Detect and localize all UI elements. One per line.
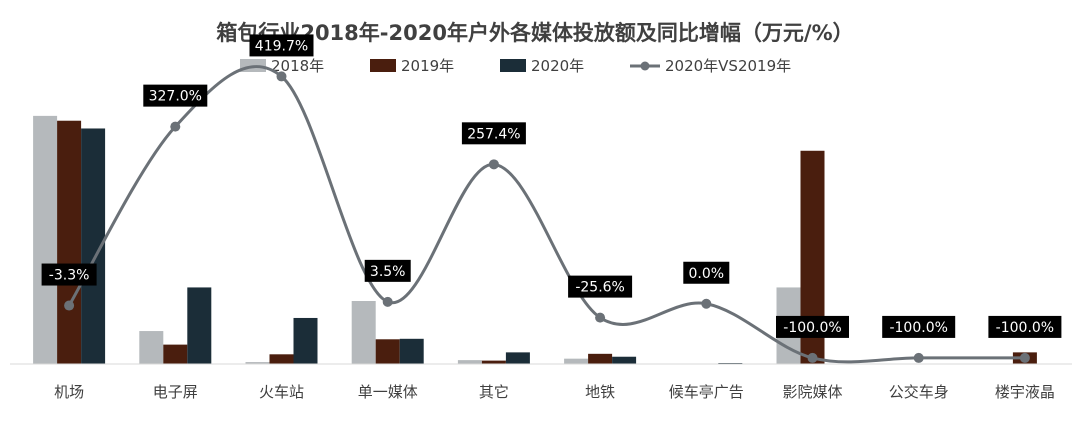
growth-label-box-5: [461, 122, 526, 145]
x-tick-label-10: 楼宇液晶: [995, 383, 1055, 401]
x-tick-label-4: 单一媒体: [358, 383, 418, 401]
x-tick-label-7: 候车亭广告: [669, 383, 744, 401]
growth-data-label-8: -100.0%: [783, 320, 841, 336]
bar-3-series-3: [293, 317, 318, 364]
growth-point-8: [807, 352, 818, 363]
legend-label-2: 2019年: [401, 57, 454, 75]
growth-label-box-9: [882, 315, 956, 338]
bar-2-series-2: [163, 344, 188, 364]
growth-label-box-8: [776, 315, 849, 338]
growth-line: [67, 65, 1025, 364]
x-tick-labels: 机场 电子屏 火车站 单一媒体 其它 地铁 候车亭广告 影院媒体 公交车身 楼宇液晶: [54, 383, 1055, 401]
growth-point-5: [488, 159, 499, 170]
x-tick-label-5: 其它: [479, 383, 509, 401]
bar-3-series-1: [245, 362, 270, 364]
growth-label-box-10: [988, 315, 1062, 338]
bar-4-series-2: [375, 339, 400, 364]
growth-point-10: [1019, 352, 1030, 363]
growth-label-box-7: [683, 261, 730, 284]
x-tick-label-1: 机场: [54, 383, 84, 401]
bar-2-series-3: [187, 287, 212, 364]
growth-point-7: [701, 298, 712, 309]
legend-label-3: 2020年: [531, 57, 584, 75]
bar-2-series-1: [139, 331, 164, 364]
growth-point-1: [64, 300, 75, 311]
growth-data-label-4: 3.5%: [370, 264, 406, 280]
growth-data-labels: -3.3% 327.0% 419.7% 3.5% 257.4% -25.6% 0.0% -10…: [41, 34, 1062, 338]
legend-swatch-3: [500, 59, 526, 72]
chart-title: 箱包行业2018年-2020年户外各媒体投放额及同比增幅（万元/%）: [216, 21, 853, 45]
x-tick-label-3: 火车站: [259, 383, 304, 401]
legend-swatch-2: [370, 59, 396, 72]
growth-data-label-2: 327.0%: [149, 89, 202, 105]
growth-label-box-2: [143, 84, 208, 107]
growth-point-4: [382, 296, 393, 307]
growth-label-box-3: [249, 34, 314, 57]
growth-data-label-3: 419.7%: [255, 38, 308, 54]
legend-label-1: 2018年: [271, 57, 324, 75]
bar-4-series-1: [351, 301, 376, 364]
bar-3-series-2: [269, 354, 294, 364]
bar-6-series-2: [588, 353, 613, 364]
bar-6-series-3: [612, 356, 637, 364]
growth-point-9: [913, 352, 924, 363]
growth-data-label-6: -25.6%: [575, 280, 625, 296]
x-tick-label-9: 公交车身: [889, 383, 949, 401]
growth-data-label-10: -100.0%: [996, 320, 1054, 336]
growth-label-box-6: [568, 275, 633, 298]
bar-5-series-3: [505, 352, 530, 364]
growth-label-box-1: [41, 263, 97, 286]
x-tick-label-8: 影院媒体: [782, 383, 842, 401]
bar-5-series-2: [481, 360, 506, 364]
bar-6-series-1: [564, 358, 589, 364]
bar-4-series-3: [399, 338, 424, 364]
growth-point-2: [170, 121, 181, 132]
x-tick-label-6: 地铁: [585, 383, 615, 401]
legend-label-line: 2020年VS2019年: [665, 57, 791, 75]
growth-points: [64, 71, 1030, 363]
legend: 2018年 2019年 2020年 2020年VS2019年: [240, 57, 791, 75]
bar-5-series-1: [457, 360, 482, 364]
growth-data-label-1: -3.3%: [49, 268, 90, 284]
growth-data-label-9: -100.0%: [889, 320, 947, 336]
bar-1-series-2: [57, 120, 82, 364]
bar-1-series-1: [33, 115, 58, 364]
growth-data-label-7: 0.0%: [689, 266, 725, 282]
growth-label-box-4: [364, 259, 411, 282]
x-tick-label-2: 电子屏: [153, 383, 198, 401]
growth-point-6: [595, 312, 606, 323]
growth-point-3: [276, 71, 287, 82]
growth-data-label-5: 257.4%: [467, 126, 520, 142]
legend-line-marker: [640, 61, 650, 71]
